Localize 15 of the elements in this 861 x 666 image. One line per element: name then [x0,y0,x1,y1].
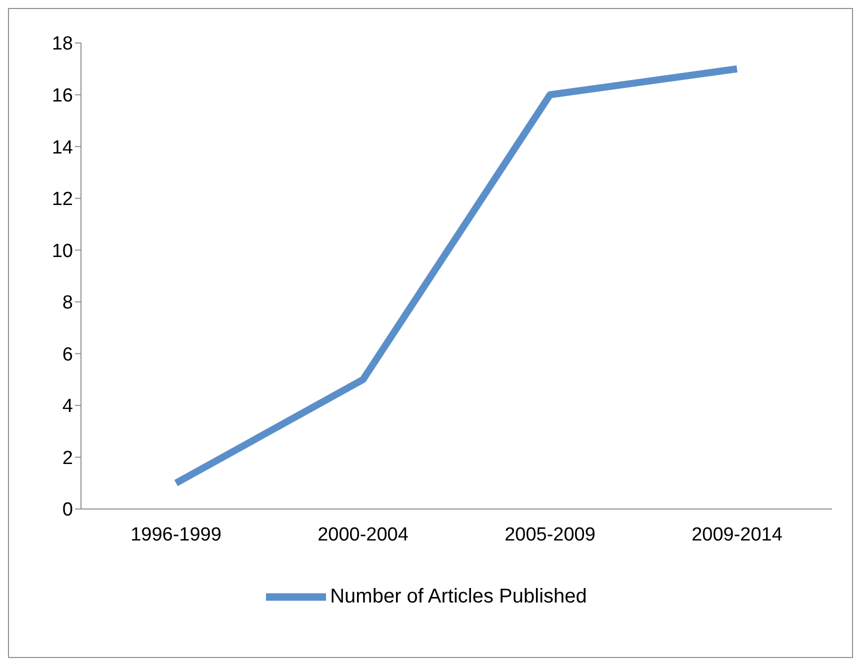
y-tick-label: 12 [52,189,73,210]
y-tick-label: 8 [62,292,73,314]
y-tick-label: 14 [52,137,74,158]
y-tick-label: 4 [62,396,74,418]
x-tick-label: 2005-2009 [504,524,596,546]
legend-label: Number of Articles Published [330,585,587,608]
y-tick-label: 10 [52,240,73,262]
x-tick-label: 1996-1999 [130,524,222,546]
y-tick-label: 18 [52,34,73,55]
y-tick-label: 0 [62,500,73,521]
x-tick-label: 2009-2014 [692,524,783,546]
y-tick-label: 16 [52,86,73,107]
x-tick-label: 2000-2004 [318,524,409,546]
y-tick-label: 6 [62,344,73,366]
y-tick-label: 2 [62,448,73,469]
